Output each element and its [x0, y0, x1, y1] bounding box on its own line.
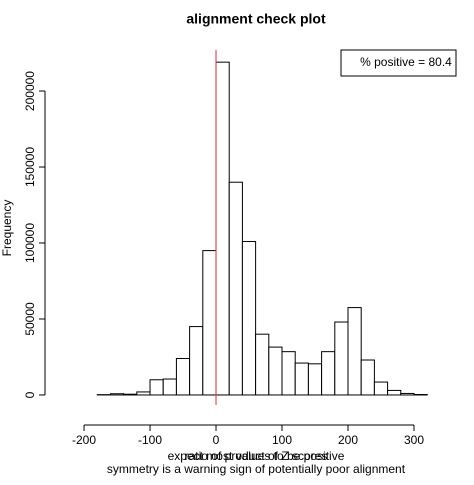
bar: [203, 251, 216, 395]
bar: [150, 380, 163, 395]
bar: [361, 360, 374, 395]
bar: [348, 308, 361, 395]
chart-title: alignment check plot: [186, 11, 326, 27]
bar: [163, 379, 176, 395]
bar: [190, 327, 203, 395]
bar: [256, 334, 269, 395]
bar: [242, 241, 255, 394]
x-tick-label: 0: [213, 433, 220, 447]
bar: [401, 393, 414, 395]
bar: [335, 322, 348, 395]
bar: [388, 390, 401, 395]
x-axis-label: symmetry is a warning sign of potentiall…: [107, 462, 406, 476]
bar: [124, 394, 137, 395]
bar: [322, 352, 335, 395]
x-axis-label: expect most values to be positive: [168, 449, 345, 463]
bar: [229, 182, 242, 395]
x-tick-label: 200: [338, 433, 358, 447]
x-tick-label: 100: [272, 433, 292, 447]
x-tick-label: -100: [138, 433, 162, 447]
x-tick-label: 300: [404, 433, 424, 447]
bar: [374, 382, 387, 395]
bar: [137, 392, 150, 395]
y-tick-label: 0: [23, 391, 37, 398]
y-tick-label: 100000: [23, 223, 37, 263]
bar: [282, 352, 295, 395]
bar: [308, 364, 321, 395]
y-tick-label: 50000: [23, 302, 37, 336]
bar: [216, 62, 229, 395]
bar: [295, 363, 308, 395]
legend-text: % positive = 80.4: [360, 55, 452, 69]
x-tick-label: -200: [72, 433, 96, 447]
y-axis-label: Frequency: [0, 200, 14, 257]
bar: [269, 347, 282, 395]
bar: [110, 394, 123, 395]
bar: [176, 358, 189, 394]
y-tick-label: 150000: [23, 147, 37, 187]
y-tick-label: 200000: [23, 71, 37, 111]
